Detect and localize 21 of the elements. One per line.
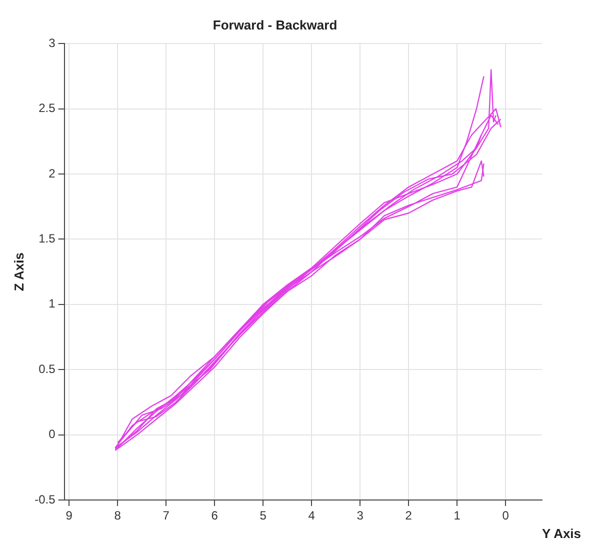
y-tick-label: 1 [48, 296, 56, 311]
y-tick-label: 1.5 [38, 232, 56, 246]
x-tick-label: 8 [114, 508, 122, 523]
y-tick-label: -0.5 [34, 492, 56, 506]
y-axis-title: Z Axis [11, 252, 26, 292]
y-tick-label: 3 [48, 36, 56, 50]
x-axis-title: Y Axis [542, 526, 582, 541]
x-tick-label: 1 [454, 508, 461, 523]
x-tick-label: 4 [308, 508, 316, 523]
x-tick-label: 2 [405, 508, 412, 523]
chart-title: Forward - Backward [212, 17, 338, 32]
y-tick-label: 2 [48, 166, 56, 180]
y-tick-label: 2.5 [38, 101, 56, 116]
x-tick-label: 7 [162, 508, 170, 523]
y-tick-label: 0.5 [38, 362, 56, 376]
x-tick-label: 6 [211, 508, 218, 523]
x-tick-label: 5 [260, 508, 267, 523]
x-tick-label: 3 [356, 508, 364, 523]
x-tick-label: 0 [502, 508, 510, 523]
x-tick-label: 9 [66, 508, 73, 523]
y-tick-label: 0 [48, 427, 56, 442]
